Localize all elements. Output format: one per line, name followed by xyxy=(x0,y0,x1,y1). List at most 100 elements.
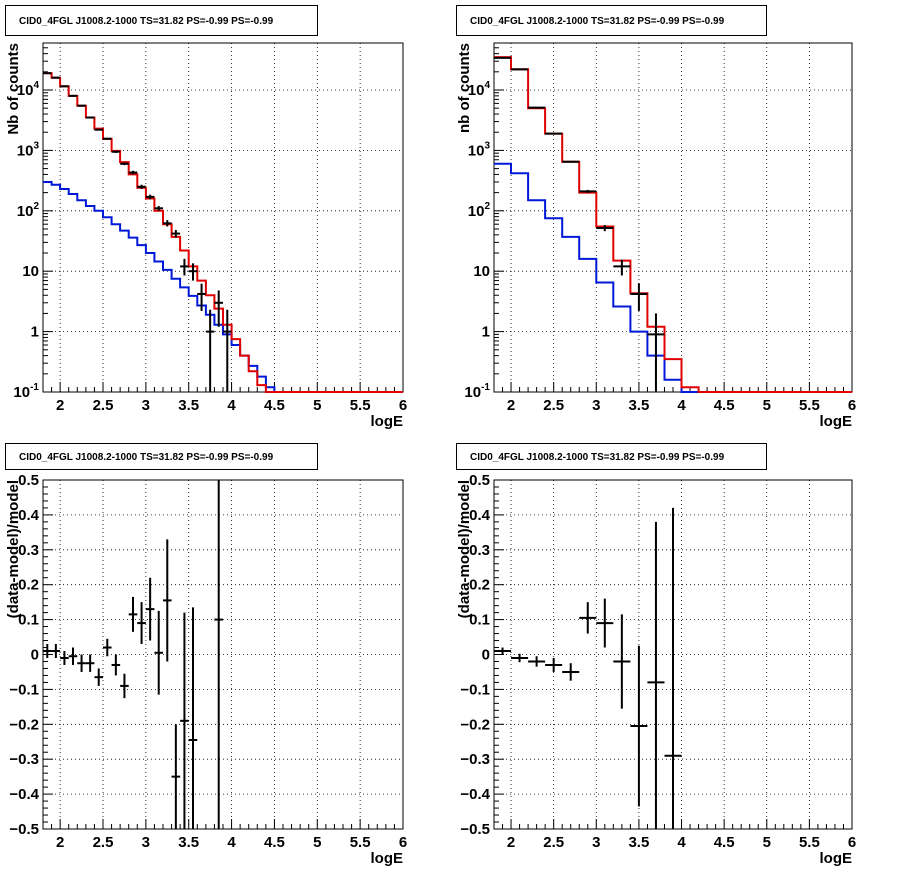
y-axis-ticks xyxy=(494,479,504,830)
y-tick-base: 10 xyxy=(473,263,490,280)
residual-points xyxy=(494,507,682,829)
panel-top-right: CID0_4FGL J1008.2-1000 TS=31.82 PS=-0.99… xyxy=(456,5,856,430)
x-tick-label: 2.5 xyxy=(93,397,114,414)
residual-point xyxy=(562,663,580,681)
data-point xyxy=(647,313,665,392)
y-tick-label: 104 xyxy=(468,80,491,99)
data-points xyxy=(494,56,665,392)
data-point xyxy=(128,170,138,175)
residual-point xyxy=(103,638,112,657)
y-tick-label: −0.2 xyxy=(9,716,39,733)
x-tick-label: 6 xyxy=(399,834,407,851)
y-tick-exponent: -1 xyxy=(481,382,490,393)
y-tick-label: −0.1 xyxy=(460,681,490,698)
y-tick-exponent: 3 xyxy=(33,140,39,151)
y-tick-base: 1 xyxy=(482,324,490,341)
data-point xyxy=(77,104,86,107)
y-tick-label: 10 xyxy=(22,263,39,280)
y-tick-label: 103 xyxy=(17,140,40,159)
x-axis-ticks xyxy=(493,819,853,829)
series-line-total-model xyxy=(494,56,852,393)
data-point xyxy=(214,290,223,327)
data-point xyxy=(85,116,95,119)
x-axis-label: logE xyxy=(371,413,404,430)
y-tick-base: 10 xyxy=(468,82,485,99)
data-point xyxy=(545,132,563,135)
x-tick-label: 2 xyxy=(507,397,515,414)
y-tick-base: 10 xyxy=(13,384,30,401)
plot-frame xyxy=(42,42,404,393)
panel-title: CID0_4FGL J1008.2-1000 TS=31.82 PS=-0.99… xyxy=(470,452,725,463)
y-axis-label: (data-model)/model xyxy=(456,480,473,618)
residual-point xyxy=(77,654,86,672)
y-tick-label: 10 xyxy=(473,263,490,280)
residual-point xyxy=(163,539,172,662)
x-tick-label: 3 xyxy=(592,834,600,851)
residual-point xyxy=(545,657,563,672)
y-tick-label: 0.5 xyxy=(469,472,490,489)
panel-title-box xyxy=(456,443,767,470)
data-point xyxy=(562,160,580,163)
y-tick-base: 1 xyxy=(31,324,39,341)
y-tick-label: 10-1 xyxy=(464,382,490,401)
data-point xyxy=(180,258,189,276)
residual-point xyxy=(188,607,198,829)
x-tick-label: 6 xyxy=(399,397,407,414)
x-axis-label: logE xyxy=(371,850,404,867)
data-point xyxy=(171,230,181,238)
panel-bottom-right: CID0_4FGL J1008.2-1000 TS=31.82 PS=-0.99… xyxy=(456,443,856,867)
residual-point xyxy=(579,602,597,634)
panel-title: CID0_4FGL J1008.2-1000 TS=31.82 PS=-0.99… xyxy=(19,16,274,27)
residual-point xyxy=(43,644,52,658)
data-point xyxy=(613,259,631,276)
x-tick-label: 3 xyxy=(142,834,150,851)
x-tick-label: 4 xyxy=(227,397,236,414)
data-point xyxy=(51,76,61,79)
y-tick-label: −0.4 xyxy=(9,786,39,803)
y-tick-exponent: 4 xyxy=(33,80,39,91)
y-tick-base: 10 xyxy=(17,203,34,220)
grid xyxy=(43,479,404,830)
x-tick-label: 5.5 xyxy=(350,834,371,851)
data-point xyxy=(494,56,512,59)
y-axis-ticks xyxy=(43,479,53,830)
x-tick-label: 4.5 xyxy=(264,397,285,414)
residual-point xyxy=(94,668,103,686)
x-axis-ticks xyxy=(42,382,404,392)
y-tick-label: 0.5 xyxy=(18,472,39,489)
y-tick-base: 10 xyxy=(464,384,481,401)
y-tick-exponent: 3 xyxy=(484,140,490,151)
x-axis-ticks xyxy=(42,819,404,829)
residual-point xyxy=(596,598,614,648)
y-tick-exponent: 2 xyxy=(33,201,39,212)
y-tick-label: −0.3 xyxy=(460,751,490,768)
data-point xyxy=(103,137,112,140)
residual-point xyxy=(120,673,129,699)
residual-point xyxy=(630,645,648,807)
x-tick-label: 3 xyxy=(142,397,150,414)
y-tick-exponent: -1 xyxy=(30,382,39,393)
panel-title-box xyxy=(456,5,767,36)
data-point xyxy=(511,68,529,71)
x-tick-label: 3 xyxy=(592,397,600,414)
residual-point xyxy=(60,651,69,665)
x-tick-label: 5.5 xyxy=(350,397,371,414)
y-tick-base: 10 xyxy=(17,142,34,159)
y-tick-label: 102 xyxy=(468,201,491,220)
residual-point xyxy=(511,653,529,663)
x-tick-label: 4.5 xyxy=(264,834,285,851)
x-tick-label: 2 xyxy=(56,397,64,414)
data-point xyxy=(188,263,198,281)
data-point xyxy=(596,225,614,232)
y-tick-label: −0.2 xyxy=(460,716,490,733)
data-point xyxy=(630,283,648,311)
x-tick-label: 2 xyxy=(56,834,64,851)
y-tick-label: 0.4 xyxy=(469,507,491,524)
x-tick-label: 4.5 xyxy=(714,834,735,851)
series-line-component-model xyxy=(43,181,403,393)
residual-point xyxy=(214,480,223,829)
residual-point xyxy=(664,507,682,829)
y-tick-label: 0.3 xyxy=(469,542,490,559)
x-tick-label: 2.5 xyxy=(93,834,114,851)
